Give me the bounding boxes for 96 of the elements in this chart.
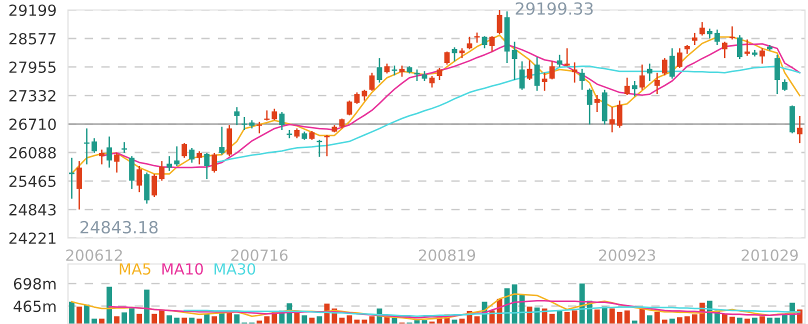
- candlestick: [279, 111, 285, 131]
- candlestick: [482, 35, 488, 49]
- line-series: [184, 306, 801, 318]
- candlestick: [174, 146, 180, 167]
- y-tick-label: 27332: [9, 90, 56, 102]
- candlestick: [737, 34, 742, 60]
- candlestick: [466, 36, 472, 50]
- candlestick: [212, 152, 218, 174]
- candlestick: [662, 57, 668, 76]
- x-tick-label: 200716: [231, 249, 288, 261]
- candlestick: [782, 78, 788, 92]
- candlestick: [242, 116, 248, 131]
- candlestick: [166, 155, 172, 172]
- candlestick: [219, 126, 225, 156]
- candlestick: [654, 72, 660, 95]
- candlestick: [272, 108, 278, 121]
- candlestick: [760, 48, 765, 64]
- candlestick: [624, 77, 630, 96]
- candlestick: [159, 160, 165, 182]
- candlestick: [152, 173, 158, 198]
- text: MA30: [214, 263, 256, 275]
- candlestick: [294, 128, 300, 139]
- candlestick: [496, 10, 502, 35]
- candlestick: [376, 57, 382, 84]
- candlestick: [76, 160, 82, 210]
- candlestick: [204, 152, 210, 180]
- candlestick: [114, 152, 120, 174]
- candlestick: [549, 60, 555, 80]
- candlestick: [234, 106, 240, 126]
- candlestick: [489, 35, 495, 52]
- candlestick: [722, 41, 728, 59]
- candlestick: [632, 80, 638, 98]
- candlestick: [744, 38, 750, 57]
- y-tick-label: 25465: [9, 175, 56, 188]
- y-tick-label: 29199: [9, 4, 56, 16]
- candlestick: [586, 88, 592, 126]
- candlestick: [392, 64, 398, 76]
- candlestick: [519, 60, 525, 90]
- candlestick: [556, 54, 562, 68]
- candlestick: [534, 56, 540, 92]
- candlestick: [362, 89, 368, 102]
- candlestick: [92, 138, 97, 154]
- x-tick-label: 200819: [418, 249, 476, 261]
- candlestick: [436, 67, 442, 81]
- y-tick-label: 465m: [14, 300, 56, 312]
- text: MA10: [162, 263, 203, 275]
- y-tick-label: 26710: [9, 118, 56, 130]
- candlestick: [136, 165, 142, 193]
- candlestick: [444, 50, 450, 66]
- candlestick: [339, 118, 345, 130]
- x-tick-label: 200612: [66, 249, 122, 261]
- candlestick: [676, 48, 682, 69]
- line-series: [108, 300, 801, 318]
- annotation: 24843.18: [80, 220, 158, 234]
- candlestick: [189, 147, 195, 164]
- y-tick-label: 24221: [9, 232, 56, 244]
- candlestick: [714, 28, 720, 46]
- candlestick: [354, 92, 360, 105]
- text: MA5: [120, 263, 150, 275]
- candlestick: [429, 75, 435, 88]
- x-tick-label: 200923: [599, 249, 656, 261]
- candlestick: [579, 68, 585, 90]
- x-tick-label: 201029: [742, 249, 798, 261]
- candlestick: [692, 32, 698, 46]
- y-tick-label: 26088: [9, 146, 56, 159]
- candlestick: [512, 41, 518, 81]
- candlestick: [196, 150, 202, 166]
- candlestick: [616, 100, 622, 128]
- y-tick-label: 28577: [9, 32, 56, 45]
- y-tick-label: 698m: [14, 278, 56, 290]
- candlestick: [129, 155, 134, 190]
- candlestick: [646, 62, 652, 82]
- annotation: 29199.33: [516, 2, 593, 15]
- candlestick: [669, 48, 675, 80]
- candlestick: [182, 142, 188, 158]
- y-tick-label: 27955: [9, 61, 56, 74]
- candlestick: [369, 72, 375, 92]
- candlestick: [572, 62, 578, 84]
- candlestick: [699, 21, 705, 36]
- candlestick: [526, 60, 532, 81]
- candlestick: [774, 54, 780, 95]
- candlestick: [639, 64, 645, 90]
- candlestick: [797, 115, 802, 144]
- candlestick: [106, 136, 112, 168]
- candlestick: [474, 32, 480, 44]
- candlestick: [264, 110, 270, 122]
- candlestick: [69, 157, 74, 200]
- candlestick: [256, 121, 262, 134]
- candlestick: [346, 100, 352, 116]
- y-tick-label: 24843: [9, 204, 56, 216]
- candlestick: [99, 148, 104, 166]
- candlestick: [542, 72, 548, 92]
- candlestick: [594, 94, 600, 113]
- candlestick: [564, 48, 570, 67]
- candlestick: [609, 106, 615, 133]
- candlestick: [706, 28, 712, 40]
